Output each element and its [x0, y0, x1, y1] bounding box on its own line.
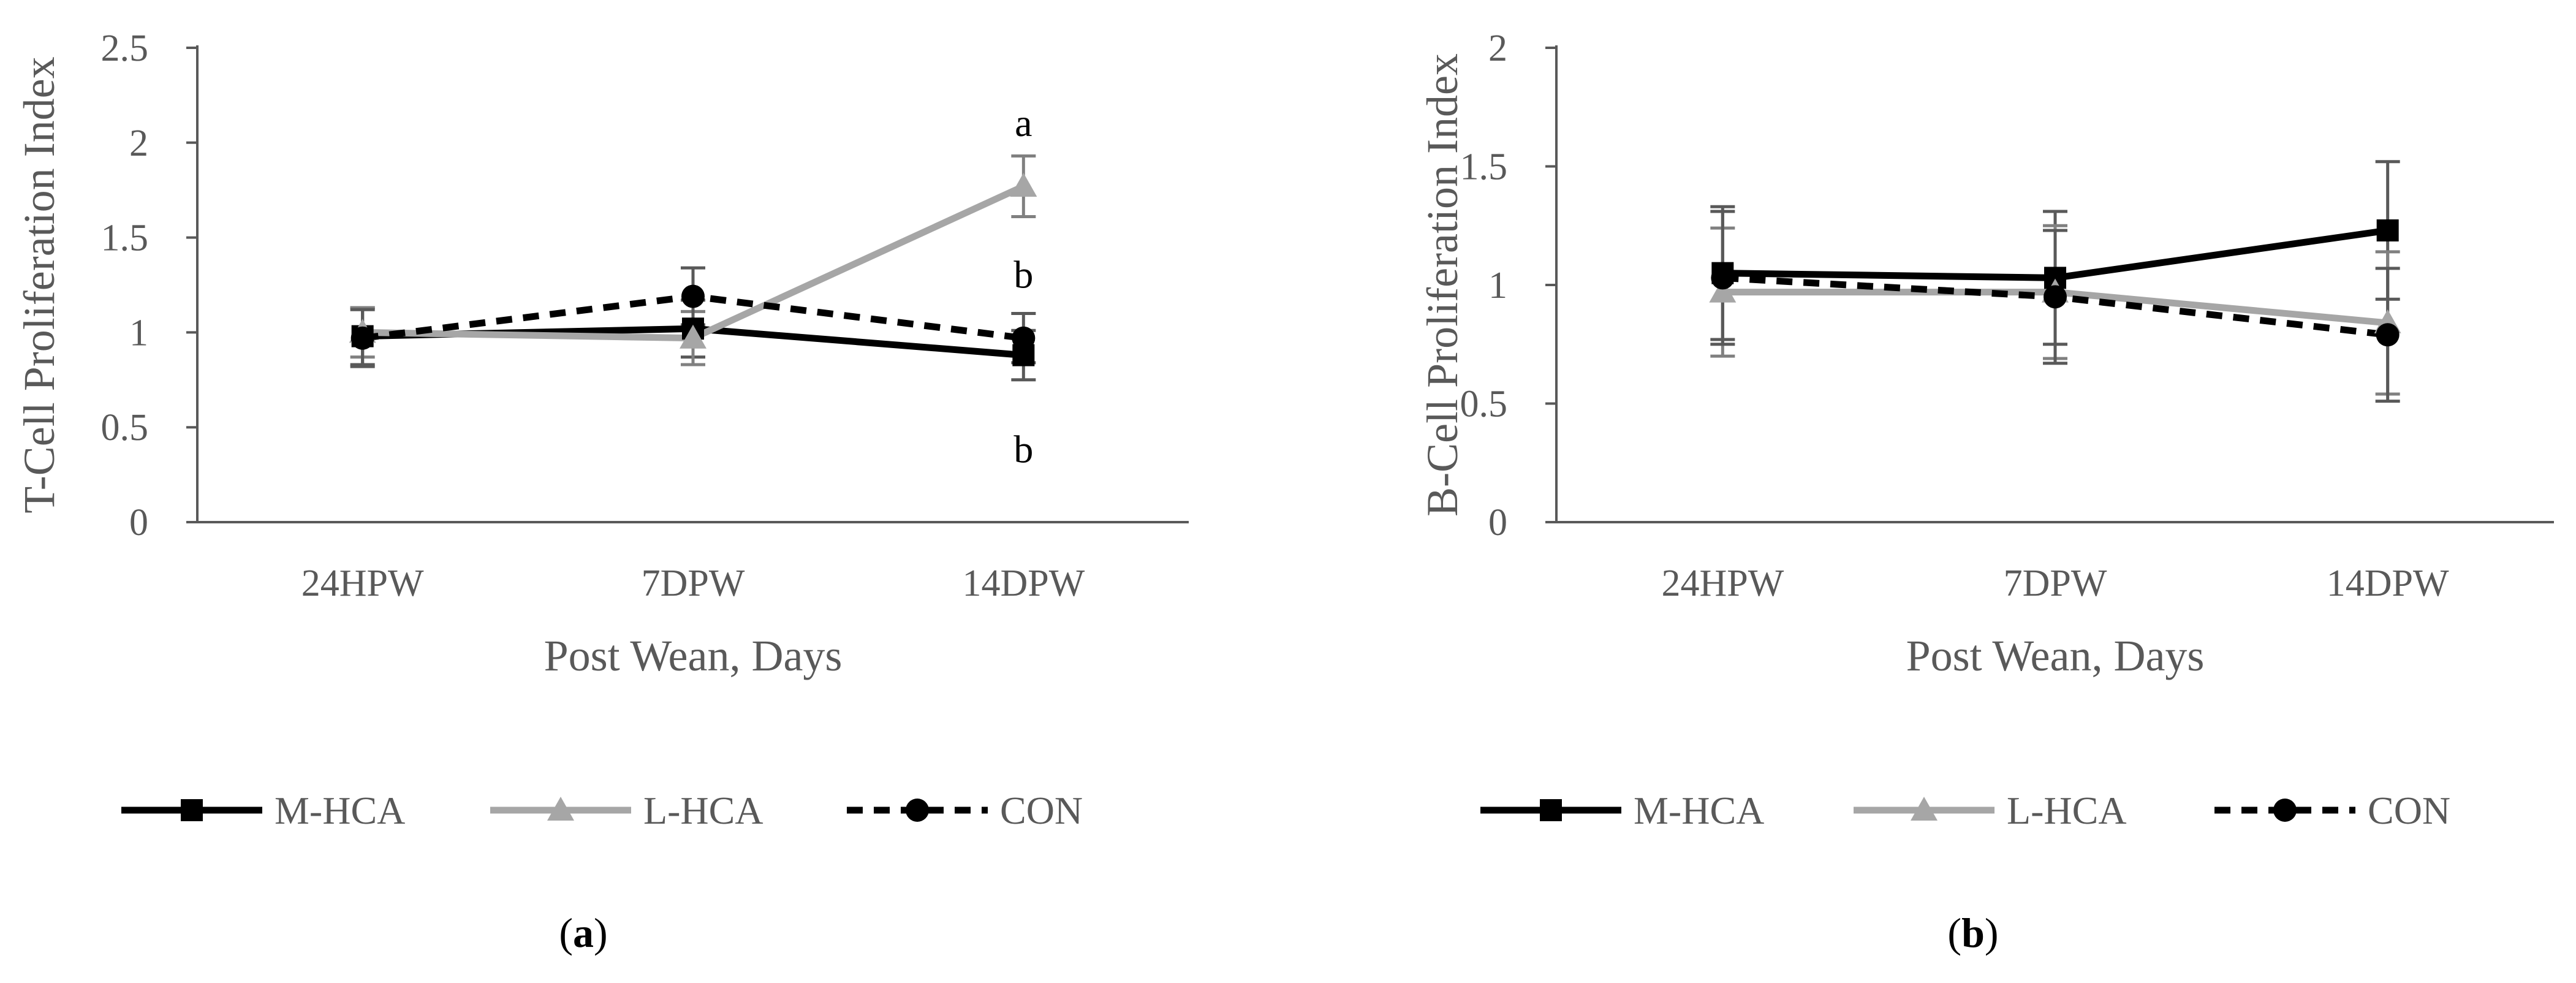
y-tick-label: 2 — [1488, 28, 1507, 69]
legend-marker — [181, 799, 203, 821]
point-con — [2376, 323, 2400, 347]
significance-letter: b — [1013, 253, 1033, 297]
significance-letter: a — [1015, 101, 1032, 145]
x-tick-label: 7DPW — [642, 563, 745, 604]
y-tick-label: 1.5 — [1460, 146, 1508, 188]
panel-b: 0 0.5 1 1.5 2 24HPW 7DPW 14DPW B-Cell Proliferat… — [1418, 28, 2554, 956]
x-tick-label: 24HPW — [1661, 563, 1784, 604]
legend-marker — [1540, 799, 1562, 821]
point-con — [350, 326, 374, 350]
point-l-hca — [1010, 173, 1037, 197]
panel-paren: ) — [1985, 909, 1999, 956]
panel-letter: b — [1961, 909, 1985, 956]
point-con — [1711, 266, 1735, 290]
point-l-hca — [1709, 278, 1737, 303]
x-tick-label: 7DPW — [2004, 563, 2107, 604]
y-axis-title: B-Cell Proliferation Index — [1418, 53, 1467, 517]
panel-a: 0 0.5 1 1.5 2 2.5 24HPW 7DPW 14DPW T-Cell Prolife… — [15, 28, 1189, 956]
y-tick-label: 0 — [129, 502, 148, 544]
panel-paren: ( — [1947, 909, 1961, 956]
panel-label: (b) — [1947, 909, 1998, 956]
legend-label: M-HCA — [1634, 789, 1764, 832]
x-axis-title: Post Wean, Days — [544, 631, 843, 680]
y-tick-label: 2 — [129, 123, 148, 164]
x-tick-label: 14DPW — [2327, 563, 2449, 604]
y-axis-title: T-Cell Proliferation Index — [15, 56, 64, 513]
legend-label: M-HCA — [275, 789, 405, 832]
panel-letter: a — [573, 909, 594, 956]
y-tick-label: 1 — [129, 312, 148, 354]
panel-label: (a) — [559, 909, 607, 956]
panel-paren: ) — [594, 909, 608, 956]
legend-label: L-HCA — [643, 789, 763, 832]
legend-marker — [547, 797, 574, 821]
legend-label: CON — [2368, 789, 2450, 832]
point-con — [1012, 326, 1036, 350]
panel-paren: ( — [559, 909, 573, 956]
y-tick-label: 1.5 — [101, 218, 149, 259]
y-tick-label: 1 — [1488, 265, 1507, 306]
legend-label: L-HCA — [2007, 789, 2127, 832]
y-tick-label: 2.5 — [101, 28, 149, 69]
point-m-hca — [2376, 219, 2399, 241]
legend-marker — [1911, 797, 1938, 821]
y-tick-label: 0.5 — [101, 407, 149, 449]
legend-marker — [906, 799, 929, 822]
x-axis-title: Post Wean, Days — [1906, 631, 2205, 680]
y-tick-label: 0 — [1488, 502, 1507, 544]
x-tick-label: 14DPW — [962, 563, 1085, 604]
x-tick-label: 24HPW — [301, 563, 424, 604]
legend-label: CON — [1000, 789, 1083, 832]
legend-marker — [2273, 799, 2297, 822]
point-con — [681, 284, 705, 308]
point-l-hca — [680, 324, 707, 349]
y-tick-label: 0.5 — [1460, 384, 1508, 425]
significance-letter: b — [1013, 427, 1033, 471]
point-con — [2044, 285, 2067, 309]
